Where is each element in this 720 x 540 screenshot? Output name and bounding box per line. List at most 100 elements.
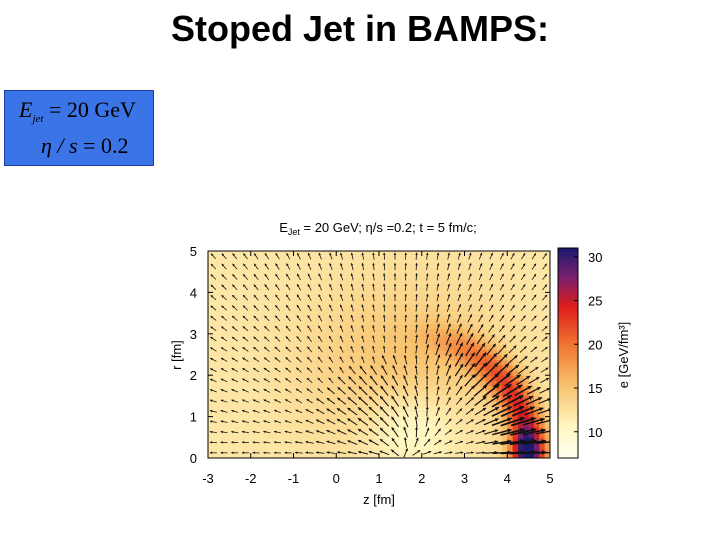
heat-cell	[341, 426, 348, 433]
arrow-head	[348, 386, 352, 390]
heat-cell	[421, 401, 428, 407]
heat-cell	[250, 338, 257, 345]
arrow-head	[316, 419, 319, 423]
heat-cell	[346, 266, 353, 273]
heat-cell	[517, 349, 524, 356]
heat-cell	[229, 349, 236, 356]
heat-cell	[224, 442, 230, 449]
heat-cell	[288, 375, 295, 381]
heat-cell	[325, 426, 332, 433]
heat-cell	[314, 287, 321, 293]
heat-cell	[213, 380, 220, 387]
heat-cell	[314, 271, 321, 278]
heat-cell	[411, 364, 417, 371]
heat-cell	[309, 432, 316, 438]
heat-cell	[224, 421, 230, 428]
heat-cell	[256, 344, 263, 350]
heat-cell	[421, 261, 428, 268]
heat-cell	[229, 385, 236, 392]
heat-cell	[213, 313, 220, 319]
heat-cell	[320, 251, 327, 257]
arrow-head	[327, 387, 331, 391]
heat-cell	[266, 251, 273, 257]
velocity-arrow	[536, 419, 550, 425]
arrow-head	[318, 346, 321, 350]
heat-cell	[507, 287, 514, 293]
heat-cell	[411, 354, 417, 361]
heat-cell	[330, 338, 337, 345]
heat-cell	[272, 271, 279, 278]
heat-cell	[384, 395, 391, 402]
heat-cell	[245, 452, 252, 458]
heat-cell	[469, 318, 476, 325]
heat-cell	[501, 349, 508, 356]
arrow-head	[512, 335, 516, 339]
heat-cell	[352, 302, 359, 309]
heat-cell	[336, 447, 343, 454]
arrow-head	[480, 314, 483, 318]
heat-cell	[341, 266, 348, 273]
heat-cell	[266, 395, 273, 402]
heat-cell	[501, 359, 508, 366]
heat-cell	[384, 313, 391, 319]
heat-cell	[411, 385, 417, 392]
heat-cell	[213, 292, 220, 299]
heat-cell	[314, 442, 321, 449]
heat-cell	[416, 333, 423, 340]
heat-cell	[245, 282, 252, 288]
arrow-head	[512, 315, 515, 318]
heat-cell	[469, 359, 476, 366]
heat-cell	[224, 426, 230, 433]
heat-cell	[330, 292, 337, 299]
heat-cell	[288, 302, 295, 309]
heat-cell	[314, 318, 321, 325]
heat-cell	[336, 442, 343, 449]
arrow-head	[361, 263, 364, 266]
arrow-head	[458, 263, 461, 266]
heat-cell	[277, 385, 284, 392]
heat-cell	[352, 333, 359, 340]
arrow-head	[369, 386, 373, 390]
heat-cell	[282, 411, 289, 418]
heat-cell	[250, 256, 257, 262]
heat-cell	[507, 302, 514, 309]
heat-cell	[400, 318, 407, 325]
heat-cell	[459, 344, 466, 350]
heat-cell	[523, 426, 530, 433]
arrow-head	[275, 315, 278, 319]
heat-cell	[512, 276, 519, 283]
heat-cell	[266, 328, 273, 335]
heat-cell	[443, 359, 450, 366]
heat-cell	[373, 370, 380, 376]
heat-cell	[448, 333, 455, 340]
heat-cell	[304, 447, 311, 454]
arrow-head	[368, 406, 373, 411]
heat-cell	[362, 437, 369, 444]
heat-cell	[411, 452, 417, 458]
arrow-head	[297, 294, 300, 298]
heat-cell	[277, 328, 284, 335]
heat-cell	[544, 271, 550, 278]
heat-cell	[352, 416, 359, 423]
heat-cell	[384, 370, 391, 376]
heat-cell	[277, 380, 284, 387]
heat-cell	[427, 256, 434, 262]
heat-cell	[416, 411, 423, 418]
heat-cell	[533, 442, 540, 449]
heat-cell	[528, 287, 535, 293]
heat-cell	[330, 276, 337, 283]
heat-cell	[288, 251, 295, 257]
arrow-head	[415, 426, 418, 430]
arrow-head	[470, 333, 474, 337]
heat-cell	[357, 380, 364, 387]
heat-cell	[517, 271, 524, 278]
heat-cell	[293, 437, 300, 444]
heat-cell	[448, 338, 455, 345]
heat-cell	[512, 370, 519, 376]
heat-cell	[373, 266, 380, 273]
heat-cell	[309, 390, 316, 397]
arrow-head	[285, 357, 289, 360]
heat-cell	[400, 411, 407, 418]
heat-cell	[213, 276, 220, 283]
heat-cell	[288, 307, 295, 314]
